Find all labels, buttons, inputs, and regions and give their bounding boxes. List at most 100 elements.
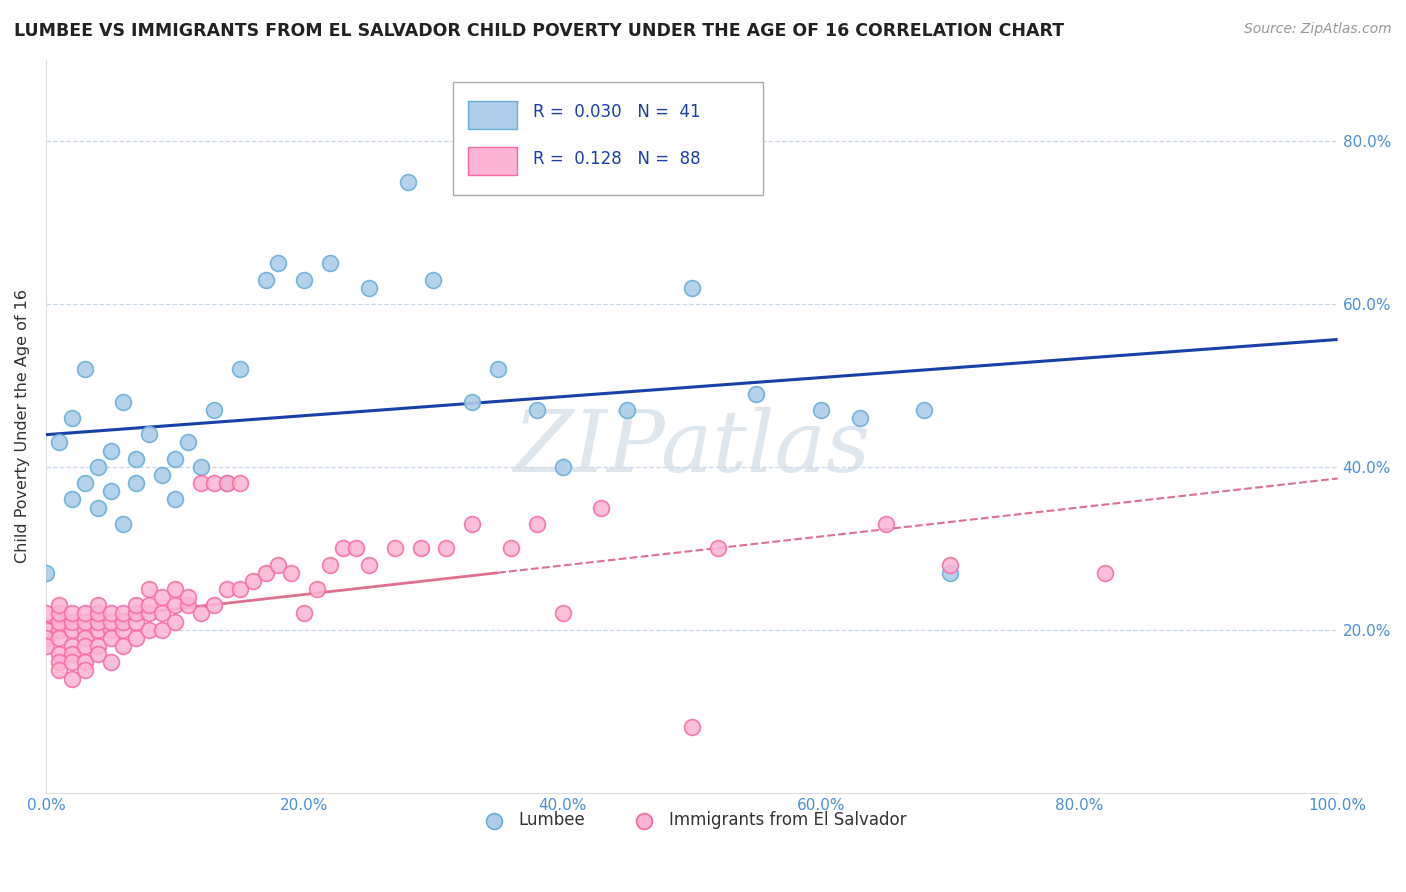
Point (48, 664, 70, 678)
Point (60, 623, 83, 637)
Point (215, 582, 238, 596)
Point (35, 639, 58, 653)
Point (409, 541, 432, 556)
Point (48, 656, 70, 670)
Point (177, 435, 200, 450)
Point (215, 476, 238, 491)
Point (125, 599, 148, 613)
Point (228, 362, 250, 376)
Point (551, 459, 574, 474)
Point (319, 558, 342, 572)
Point (35, 623, 58, 637)
Point (177, 590, 200, 604)
Point (112, 639, 135, 653)
Point (706, 541, 728, 556)
Point (100, 623, 122, 637)
Point (165, 599, 187, 613)
Point (138, 582, 160, 596)
Point (48, 623, 70, 637)
Point (86, 459, 108, 474)
Point (591, 500, 613, 515)
Point (745, 386, 768, 401)
FancyBboxPatch shape (468, 101, 517, 128)
Point (150, 623, 173, 637)
Point (60, 672, 83, 686)
Text: LUMBEE VS IMMIGRANTS FROM EL SALVADOR CHILD POVERTY UNDER THE AGE OF 16 CORRELAT: LUMBEE VS IMMIGRANTS FROM EL SALVADOR CH… (14, 22, 1064, 40)
Point (138, 599, 160, 613)
Point (73, 607, 96, 621)
Point (100, 631, 122, 645)
Point (73, 476, 96, 491)
Point (357, 280, 380, 294)
Point (292, 272, 315, 286)
Point (112, 394, 135, 409)
Point (100, 656, 122, 670)
Point (202, 599, 225, 613)
Point (60, 492, 83, 507)
Point (267, 256, 290, 270)
Point (86, 500, 108, 515)
Point (422, 272, 444, 286)
Point (86, 647, 108, 661)
Point (551, 607, 574, 621)
Point (307, 582, 329, 596)
Point (526, 516, 548, 531)
Point (100, 443, 122, 458)
Point (810, 402, 832, 417)
Point (150, 590, 173, 604)
Point (48, 647, 70, 661)
Point (939, 558, 962, 572)
Point (73, 615, 96, 629)
Point (86, 615, 108, 629)
Point (125, 607, 148, 621)
Point (60, 615, 83, 629)
FancyBboxPatch shape (453, 81, 763, 195)
Point (912, 402, 935, 417)
Point (60, 647, 83, 661)
Point (48, 607, 70, 621)
Point (100, 607, 122, 621)
Point (86, 639, 108, 653)
Point (165, 451, 187, 466)
Point (848, 411, 870, 425)
Point (434, 541, 457, 556)
Point (35, 566, 58, 580)
Point (499, 541, 522, 556)
Point (319, 256, 342, 270)
Point (1094, 566, 1116, 580)
Point (332, 541, 354, 556)
Point (526, 402, 548, 417)
Point (875, 516, 897, 531)
Text: Source: ZipAtlas.com: Source: ZipAtlas.com (1244, 22, 1392, 37)
Point (86, 607, 108, 621)
Point (60, 411, 83, 425)
Point (190, 607, 212, 621)
Point (939, 566, 962, 580)
Point (150, 607, 173, 621)
Point (292, 607, 315, 621)
Legend: Lumbee, Immigrants from El Salvador: Lumbee, Immigrants from El Salvador (471, 805, 912, 836)
Point (177, 599, 200, 613)
Point (344, 541, 367, 556)
Point (357, 558, 380, 572)
Point (461, 394, 484, 409)
Point (202, 402, 225, 417)
Point (242, 574, 264, 588)
Point (73, 362, 96, 376)
Point (125, 451, 148, 466)
Point (202, 476, 225, 491)
Point (396, 175, 419, 189)
Point (35, 607, 58, 621)
Point (254, 566, 277, 580)
Point (254, 272, 277, 286)
Point (215, 476, 238, 491)
Point (48, 615, 70, 629)
Point (48, 435, 70, 450)
Point (60, 656, 83, 670)
Point (138, 607, 160, 621)
Point (73, 623, 96, 637)
Point (125, 631, 148, 645)
Text: ZIPatlas: ZIPatlas (513, 407, 870, 490)
FancyBboxPatch shape (468, 147, 517, 175)
Text: R =  0.128   N =  88: R = 0.128 N = 88 (533, 150, 700, 168)
